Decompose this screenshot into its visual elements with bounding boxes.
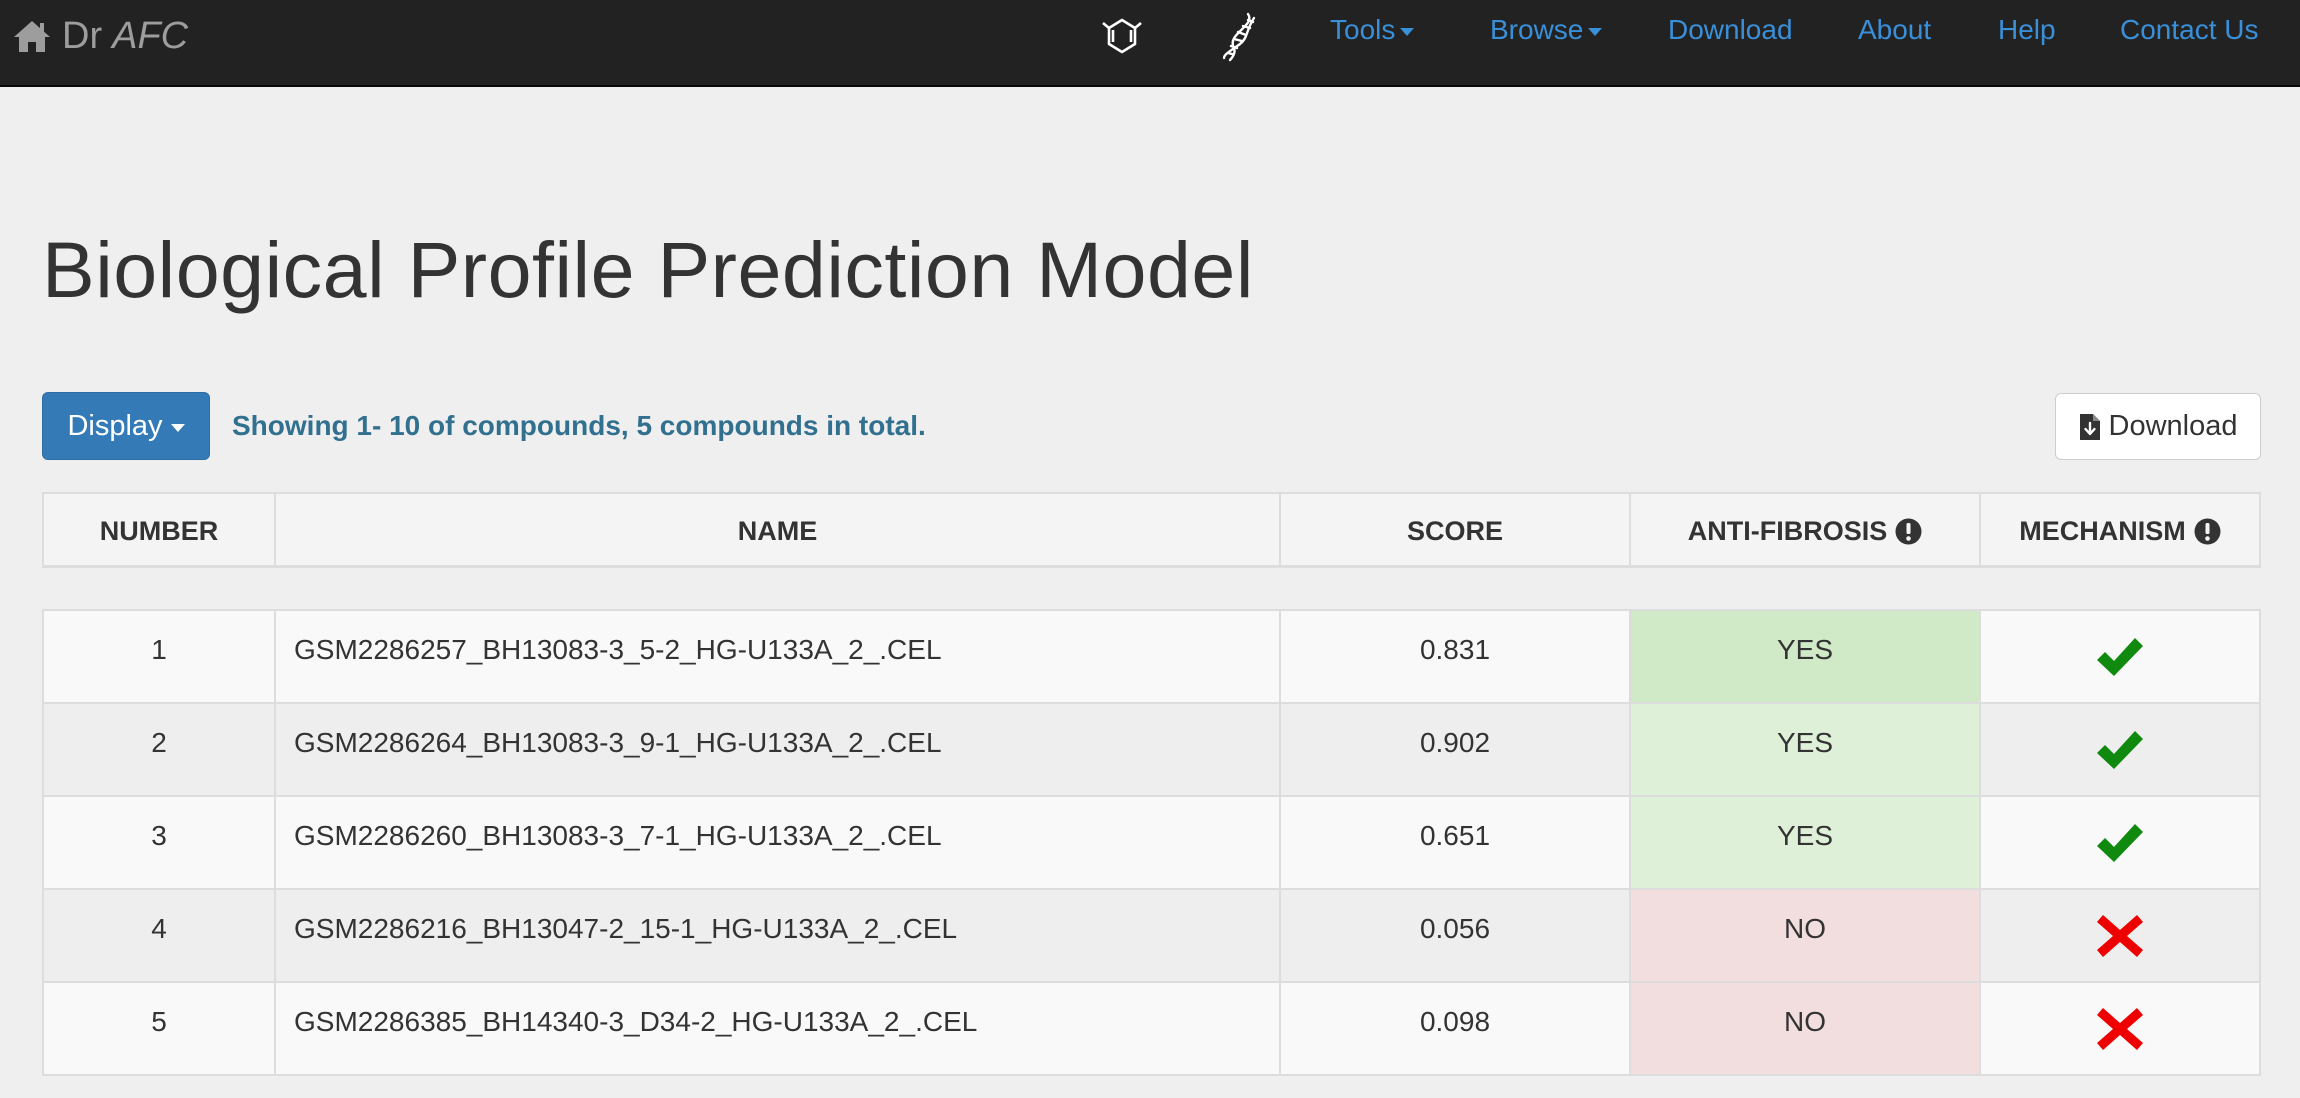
- page-title: Biological Profile Prediction Model: [42, 225, 1254, 314]
- cell-number: 2: [44, 704, 276, 795]
- cell-mechanism: [1981, 611, 2259, 702]
- cell-anti-fibrosis: YES: [1631, 704, 1981, 795]
- header-mechanism[interactable]: MECHANISM: [1981, 494, 2259, 568]
- chevron-down-icon: [1400, 28, 1415, 36]
- cell-anti-fibrosis: NO: [1631, 983, 1981, 1074]
- cell-name-text: GSM2286216_BH13047-2_15-1_HG-U133A_2_.CE…: [294, 912, 958, 944]
- check-icon: [2097, 637, 2143, 676]
- brand-name: AFC: [112, 14, 189, 57]
- brand-prefix: Dr: [62, 14, 103, 57]
- nav-tools[interactable]: Tools: [1330, 10, 1415, 50]
- table-body: 1 GSM2286257_BH13083-3_5-2_HG-U133A_2_.CE…: [42, 609, 2261, 1076]
- cell-number: 5: [44, 983, 276, 1074]
- cell-anti-fibrosis-text: NO: [1784, 912, 1826, 944]
- cell-anti-fibrosis: NO: [1631, 890, 1981, 981]
- chevron-down-icon: [1588, 28, 1603, 36]
- cell-score-text: 0.056: [1419, 912, 1491, 944]
- cell-anti-fibrosis-text: YES: [1776, 726, 1834, 758]
- table-row: 2 GSM2286264_BH13083-3_9-1_HG-U133A_2_.CE…: [44, 704, 2259, 797]
- info-icon[interactable]: [1895, 518, 1922, 545]
- download-button[interactable]: Download: [2055, 393, 2261, 460]
- display-button-label: Display: [67, 409, 163, 442]
- table-header: NUMBER NAME SCORE ANTI-FIBROSIS MECHANIS…: [42, 492, 2261, 568]
- cell-anti-fibrosis-text: NO: [1784, 1005, 1826, 1037]
- cell-name-text: GSM2286385_BH14340-3_D34-2_HG-U133A_2_.C…: [294, 1005, 978, 1037]
- cell-number-text: 2: [151, 726, 167, 758]
- check-icon: [2097, 823, 2143, 862]
- header-score[interactable]: SCORE: [1281, 494, 1631, 568]
- table-row: 1 GSM2286257_BH13083-3_5-2_HG-U133A_2_.CE…: [44, 611, 2259, 704]
- brand-link[interactable]: Dr AFC: [12, 14, 188, 58]
- cross-icon: [2097, 1007, 2143, 1050]
- molecule-icon[interactable]: [1094, 8, 1150, 64]
- cell-number-text: 3: [151, 819, 167, 851]
- header-anti-fibrosis-label: ANTI-FIBROSIS: [1687, 515, 1888, 546]
- cell-name-text: GSM2286257_BH13083-3_5-2_HG-U133A_2_.CEL: [294, 633, 942, 665]
- file-download-icon: [2079, 413, 2100, 440]
- header-number[interactable]: NUMBER: [44, 494, 276, 568]
- table-row: 3 GSM2286260_BH13083-3_7-1_HG-U133A_2_.CE…: [44, 797, 2259, 890]
- cell-number: 1: [44, 611, 276, 702]
- cell-name: GSM2286257_BH13083-3_5-2_HG-U133A_2_.CEL: [276, 611, 1281, 702]
- cell-name-text: GSM2286264_BH13083-3_9-1_HG-U133A_2_.CEL: [294, 726, 942, 758]
- cell-anti-fibrosis: YES: [1631, 797, 1981, 888]
- cell-name: GSM2286260_BH13083-3_7-1_HG-U133A_2_.CEL: [276, 797, 1281, 888]
- cross-icon: [2097, 914, 2143, 957]
- cell-score-text: 0.831: [1419, 633, 1491, 665]
- table-row: 4 GSM2286216_BH13047-2_15-1_HG-U133A_2_.C…: [44, 890, 2259, 983]
- cell-anti-fibrosis-text: YES: [1776, 819, 1834, 851]
- cell-number-text: 4: [151, 912, 167, 944]
- header-number-label: NUMBER: [99, 515, 219, 546]
- cell-mechanism: [1981, 983, 2259, 1074]
- cell-score-text: 0.651: [1419, 819, 1491, 851]
- check-icon: [2097, 730, 2143, 769]
- cell-anti-fibrosis: YES: [1631, 611, 1981, 702]
- cell-name-text: GSM2286260_BH13083-3_7-1_HG-U133A_2_.CEL: [294, 819, 942, 851]
- display-button[interactable]: Display: [42, 392, 210, 460]
- download-button-label: Download: [2108, 410, 2238, 442]
- header-name[interactable]: NAME: [276, 494, 1281, 568]
- cell-mechanism: [1981, 890, 2259, 981]
- header-score-label: SCORE: [1406, 515, 1504, 546]
- dna-icon[interactable]: [1212, 8, 1268, 64]
- nav-about[interactable]: About: [1858, 14, 1932, 45]
- cell-score: 0.098: [1281, 983, 1631, 1074]
- cell-score: 0.831: [1281, 611, 1631, 702]
- cell-number-text: 1: [151, 633, 167, 665]
- nav-browse[interactable]: Browse: [1490, 10, 1603, 50]
- cell-number: 3: [44, 797, 276, 888]
- header-name-label: NAME: [737, 515, 818, 546]
- cell-score-text: 0.902: [1419, 726, 1491, 758]
- cell-number: 4: [44, 890, 276, 981]
- cell-score: 0.651: [1281, 797, 1631, 888]
- cell-name: GSM2286264_BH13083-3_9-1_HG-U133A_2_.CEL: [276, 704, 1281, 795]
- cell-score: 0.902: [1281, 704, 1631, 795]
- cell-mechanism: [1981, 797, 2259, 888]
- header-anti-fibrosis[interactable]: ANTI-FIBROSIS: [1631, 494, 1981, 568]
- cell-name: GSM2286216_BH13047-2_15-1_HG-U133A_2_.CE…: [276, 890, 1281, 981]
- cell-number-text: 5: [151, 1005, 167, 1037]
- nav-contact-us[interactable]: Contact Us: [2120, 14, 2259, 45]
- cell-score: 0.056: [1281, 890, 1631, 981]
- nav-help[interactable]: Help: [1998, 14, 2056, 45]
- navbar: Dr AFC Tools Browse Download Abou: [0, 0, 2300, 87]
- cell-name: GSM2286385_BH14340-3_D34-2_HG-U133A_2_.C…: [276, 983, 1281, 1074]
- table-row: 5 GSM2286385_BH14340-3_D34-2_HG-U133A_2_.…: [44, 983, 2259, 1076]
- cell-anti-fibrosis-text: YES: [1776, 633, 1834, 665]
- cell-mechanism: [1981, 704, 2259, 795]
- header-mechanism-label: MECHANISM: [2019, 515, 2186, 546]
- chevron-down-icon: [170, 424, 185, 432]
- showing-count-text: Showing 1- 10 of compounds, 5 compounds …: [232, 410, 926, 441]
- nav-tools-label: Tools: [1330, 14, 1396, 45]
- nav-download[interactable]: Download: [1668, 14, 1793, 45]
- home-icon: [14, 21, 50, 52]
- cell-score-text: 0.098: [1419, 1005, 1491, 1037]
- info-icon[interactable]: [2194, 518, 2221, 545]
- nav-browse-label: Browse: [1490, 14, 1584, 45]
